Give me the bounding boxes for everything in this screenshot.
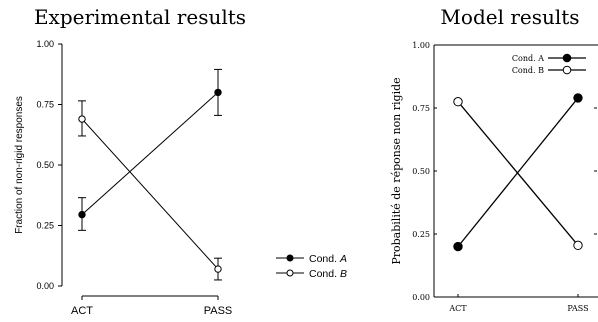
legend-label-prefix: Cond.	[309, 268, 340, 280]
x-tick-label: ACT	[448, 304, 467, 313]
legend-marker	[562, 65, 572, 75]
legend-marker	[562, 53, 572, 63]
legend-label: Cond. B	[309, 268, 347, 280]
legend-marker	[286, 254, 294, 262]
legend-label: Cond. A	[309, 253, 347, 265]
series-line	[81, 92, 219, 215]
data-point	[214, 265, 222, 273]
data-point	[573, 240, 583, 251]
chart-title: Experimental results	[34, 5, 246, 29]
data-point	[453, 97, 463, 107]
y-tick-label: 1.00	[412, 41, 430, 50]
experimental-results-panel: Experimental results 0.00 0.25 0.50 0.75 1.00…	[14, 5, 347, 317]
x-tick-label: ACT	[71, 305, 93, 317]
y-axis-label: Probabilité de réponse non rigide	[390, 77, 403, 264]
y-tick-label: 0.00	[412, 293, 430, 302]
legend-label-letter: A	[339, 253, 347, 265]
model-results-panel: Model results 0.00 0.25 0.50 0.75 1.00 ACT PASS…	[390, 5, 598, 313]
chart-title: Model results	[440, 5, 579, 29]
y-tick-label: 0.75	[36, 100, 54, 110]
y-tick-label: 0.00	[36, 281, 54, 291]
y-tick-label: 0.50	[412, 167, 430, 176]
y-tick-label: 1.00	[36, 39, 54, 49]
y-tick-label: 0.25	[36, 221, 54, 231]
x-tick-label: PASS	[567, 304, 588, 313]
series-line	[457, 101, 579, 246]
y-axis-label: Fraction of non-rigid responses	[14, 96, 25, 234]
legend-marker	[286, 269, 294, 277]
y-tick-label: 0.50	[36, 160, 54, 170]
series-line	[81, 118, 219, 270]
data-point	[78, 115, 86, 123]
legend-label: Cond. B	[512, 66, 544, 75]
legend-label: Cond. A	[512, 54, 544, 63]
legend-label-prefix: Cond.	[309, 253, 340, 265]
data-point	[453, 241, 463, 252]
legend-label-letter: B	[340, 268, 347, 280]
data-point	[573, 93, 583, 103]
data-point	[214, 88, 222, 97]
x-tick-label: PASS	[204, 305, 233, 317]
series-line	[457, 97, 579, 248]
y-tick-label: 0.25	[412, 230, 430, 239]
y-tick-label: 0.75	[412, 104, 430, 113]
data-point	[78, 210, 86, 219]
